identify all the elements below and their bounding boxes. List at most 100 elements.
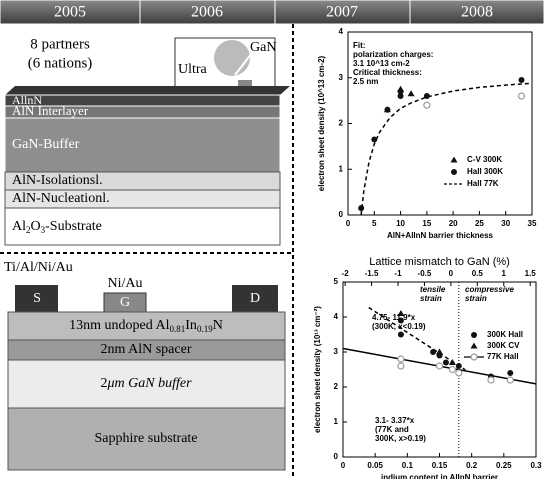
marker: [518, 93, 524, 99]
marker: [424, 93, 430, 99]
layer-label: 2nm AlN spacer: [101, 342, 192, 357]
marker: [437, 363, 443, 369]
fit-line: [361, 83, 532, 215]
consortium: (6 nations): [28, 55, 93, 71]
subscript: 0.81: [170, 324, 186, 334]
metal-label: Ti/Al/Ni/Au: [4, 260, 73, 275]
metal-label: Ni/Au: [108, 276, 143, 291]
annotation: 3.1- 3.37*x: [375, 416, 415, 425]
marker: [456, 370, 462, 376]
y-tick-label: 0: [339, 210, 344, 219]
marker: [451, 169, 457, 175]
annotation: (77K and: [375, 425, 409, 434]
marker: [430, 349, 436, 355]
y-axis-label: electron sheet density (10^13 cm-2): [317, 55, 326, 191]
x-tick-label: 0: [346, 219, 351, 228]
x-tick-label: 0.2: [466, 461, 478, 470]
marker: [371, 137, 377, 143]
inset-label: GaN: [250, 40, 276, 55]
layer-label: Sapphire substrate: [94, 431, 197, 446]
year: 2007: [326, 4, 358, 21]
y-tick-label: 5: [334, 277, 339, 286]
x2-tick-label: -2: [342, 269, 350, 278]
annotation: Critical thickness:: [353, 68, 422, 77]
y-tick-label: 4: [334, 312, 339, 321]
legend-label: 300K CV: [487, 341, 520, 350]
marker: [507, 370, 513, 376]
x-tick-label: 15: [422, 219, 431, 228]
annotation: 2.5 nm: [353, 77, 378, 86]
layer-label: GaN-Buffer: [12, 137, 80, 152]
marker: [449, 359, 456, 365]
x-tick-label: 25: [475, 219, 484, 228]
legend-label: Hall 77K: [467, 179, 499, 188]
y-axis-label: electron sheet density (10¹³ cm⁻²): [313, 306, 322, 433]
x-axis-label: indium content in AlInN barrier: [381, 473, 498, 479]
x2-tick-label: -1: [394, 269, 402, 278]
year: 2005: [54, 4, 86, 21]
inset-circle: [214, 40, 250, 76]
marker: [449, 367, 455, 373]
timeline: 2005 2006 2007 2008: [0, 0, 544, 24]
text-part: 13nm undoped Al: [69, 318, 169, 333]
layer-label: AlN-Nucleationl.: [12, 191, 110, 206]
marker: [436, 349, 443, 355]
legend-label: 300K Hall: [487, 330, 523, 339]
marker: [384, 107, 390, 113]
annotation: 3.1 10^13 cm-2: [353, 59, 410, 68]
x-tick-label: 0: [341, 461, 346, 470]
x2-tick-label: -0.5: [418, 269, 432, 278]
x-tick-label: 0.25: [496, 461, 512, 470]
marker: [443, 360, 449, 366]
year: 2008: [461, 4, 493, 21]
layer-label: AlN-Isolationsl.: [12, 173, 103, 188]
y-tick-label: 3: [339, 73, 344, 82]
x-tick-label: 20: [449, 219, 458, 228]
x-tick-label: 0.1: [402, 461, 414, 470]
x-tick-label: 10: [396, 219, 405, 228]
text-part: In: [185, 318, 197, 333]
slide: 2005 2006 2007 2008 8 partners (6 nation…: [0, 0, 544, 479]
contact-label: D: [250, 291, 260, 306]
x-tick-label: 30: [501, 219, 510, 228]
marker: [424, 102, 430, 108]
annotation: strain: [420, 294, 442, 303]
layer-label: 2μm GaN buffer: [100, 376, 192, 391]
text-part: N: [213, 318, 223, 333]
marker: [471, 343, 478, 349]
marker: [398, 356, 404, 362]
subscript: 0.19: [197, 324, 213, 334]
annotation: compressive: [465, 285, 514, 294]
x-tick-label: 0.05: [367, 461, 383, 470]
y-tick-label: 1: [339, 164, 344, 173]
marker: [451, 157, 458, 163]
y-tick-label: 0: [334, 452, 339, 461]
layer-label: AlN Interlayer: [12, 103, 89, 118]
x2-tick-label: -1.5: [365, 269, 379, 278]
layer-label: Al2O3-Substrate: [12, 219, 102, 235]
marker: [358, 205, 364, 211]
text-part: Al: [12, 219, 26, 234]
annotation: polarization charges:: [353, 50, 433, 59]
marker: [398, 363, 404, 369]
page: {"timeline":["2005","2006","2007","2008"…: [0, 0, 544, 479]
consortium: 8 partners: [30, 36, 90, 52]
x2-axis-label: Lattice mismatch to GaN (%): [369, 256, 510, 268]
y-tick-label: 3: [334, 347, 339, 356]
legend-label: Hall 300K: [467, 167, 503, 176]
legend-label: C-V 300K: [467, 155, 502, 164]
annotation: strain: [465, 294, 487, 303]
x-tick-label: 35: [528, 219, 537, 228]
marker: [398, 88, 404, 94]
text-part: -Substrate: [45, 219, 102, 234]
marker: [408, 90, 415, 96]
y-tick-label: 4: [339, 27, 344, 36]
y-tick-label: 2: [339, 119, 344, 128]
marker: [456, 363, 462, 369]
inset-label: Ultra: [178, 62, 208, 77]
x2-tick-label: 0.5: [472, 269, 484, 278]
marker: [398, 332, 404, 338]
annotation: (300K, x<0.19): [372, 322, 426, 331]
annotation: tensile: [420, 285, 446, 294]
x2-tick-label: 1: [502, 269, 507, 278]
